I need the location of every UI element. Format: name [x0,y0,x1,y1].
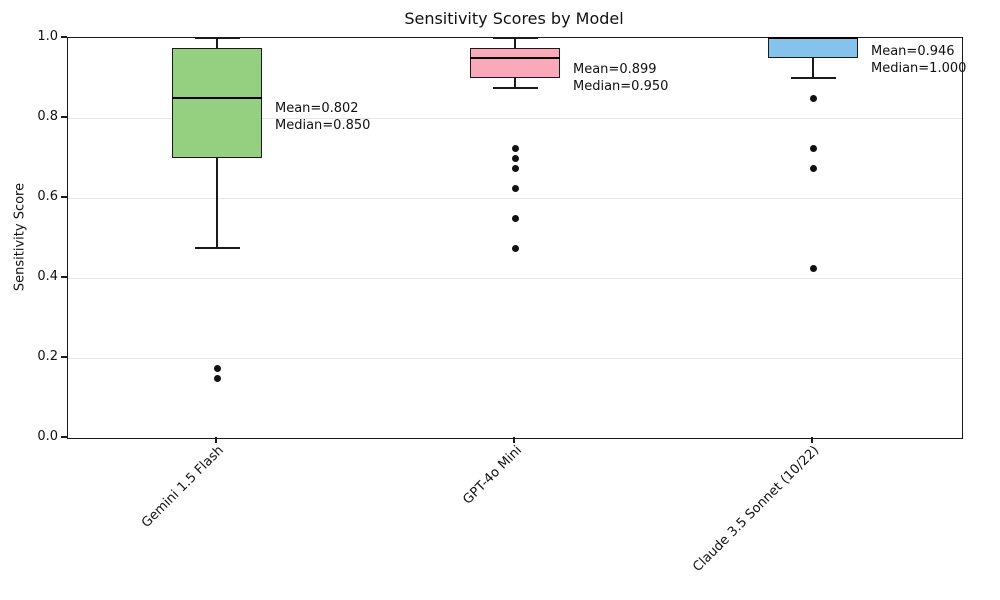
outlier-dot [809,94,817,102]
ytick-label: 0.4 [37,269,58,284]
lower-whisker-line [812,58,814,78]
median-value-label: Median=0.950 [573,79,669,95]
outlier-dot [809,164,817,172]
plot-area: Mean=0.802 Median=0.850 Mean=0.899 Median=0… [67,37,966,439]
outlier-dot [511,184,519,192]
ytick-label: 1.0 [37,29,58,44]
ytick-mark [61,116,67,118]
xtick-mark [215,437,217,443]
mean-median-annotation: Mean=0.802 Median=0.850 [275,100,370,134]
outlier-dot [511,214,519,222]
outlier-dot [213,374,221,382]
median-line [470,57,560,59]
xtick-mark [513,437,515,443]
mean-median-annotation: Mean=0.899 Median=0.950 [573,61,668,95]
ytick-label: 0.6 [37,189,58,204]
mean-median-annotation: Mean=0.946 Median=1.000 [871,43,966,77]
ytick-label: 0.2 [37,349,58,364]
iqr-box [768,38,858,58]
median-value-label: Median=0.850 [275,118,371,134]
upper-whisker-line [514,38,516,48]
iqr-box [470,48,560,78]
median-value-label: Median=1.000 [871,60,967,76]
mean-value-label: Mean=0.946 [871,43,955,59]
xtick-label-0: Gemini 1.5 Flash [138,443,227,531]
ytick-label: 0.8 [37,109,58,124]
ytick-mark [61,196,67,198]
lower-whisker-line [514,78,516,88]
gridline [68,117,962,119]
outlier-dot [809,264,817,272]
outlier-dot [213,364,221,372]
xtick-label-2: Claude 3.5 Sonnet (10/22) [690,443,823,575]
outlier-dot [511,154,519,162]
median-line [768,37,858,39]
median-line [172,97,262,99]
chart-title: Sensitivity Scores by Model [404,9,624,28]
ytick-label: 0.0 [37,429,58,444]
outlier-dot [511,164,519,172]
gridline [68,357,962,359]
ytick-mark [61,36,67,38]
upper-whisker-line [216,38,218,48]
gridline [68,277,962,279]
gridline [68,197,962,199]
ytick-mark [61,356,67,358]
lower-whisker-cap [790,77,836,79]
lower-whisker-cap [492,87,538,89]
ytick-mark [61,436,67,438]
outlier-dot [511,144,519,152]
lower-whisker-line [216,158,218,248]
iqr-box [172,48,262,158]
outlier-dot [511,244,519,252]
lower-whisker-cap [194,247,240,249]
xtick-mark [811,437,813,443]
ytick-mark [61,276,67,278]
upper-whisker-cap [194,37,240,39]
mean-value-label: Mean=0.802 [275,101,359,117]
upper-whisker-cap [492,37,538,39]
xtick-label-1: GPT-4o Mini [459,443,525,508]
outlier-dot [809,144,817,152]
mean-value-label: Mean=0.899 [573,62,657,78]
